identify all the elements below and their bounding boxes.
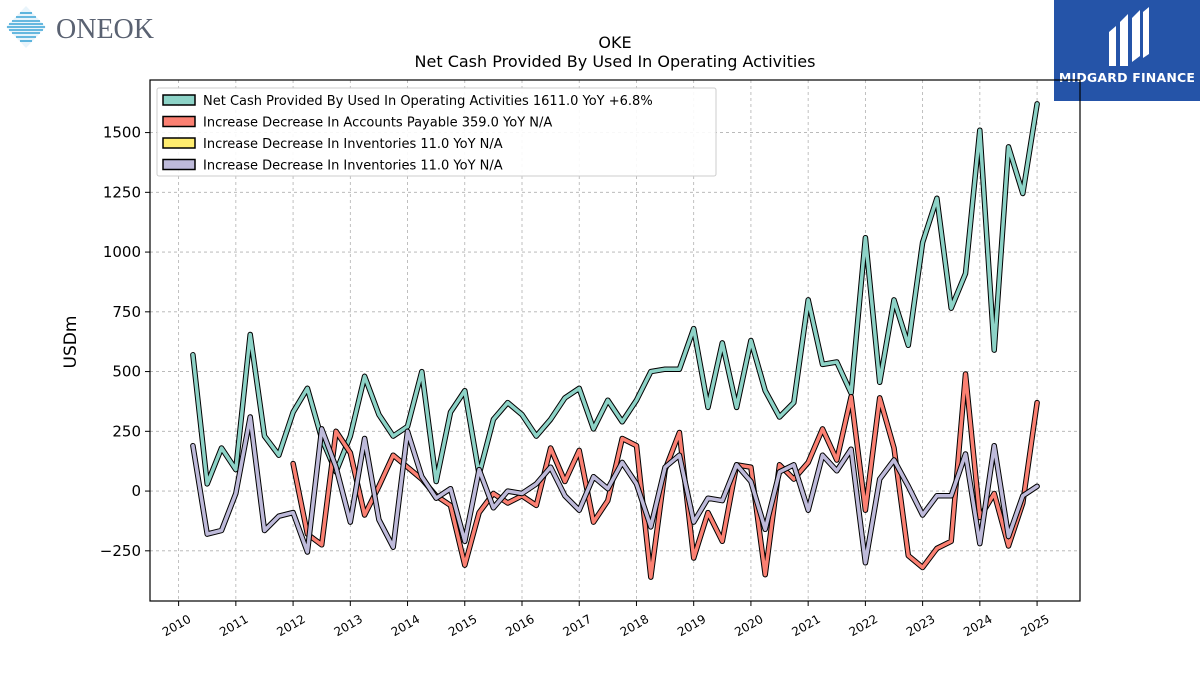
- midgard-emblem-icon: [1109, 7, 1149, 66]
- chart-title: OKE: [598, 33, 631, 52]
- oneok-diamond-icon: [6, 6, 46, 48]
- x-tick-label: 2022: [847, 612, 880, 639]
- y-tick-label: 0: [131, 482, 141, 500]
- y-axis: −250 0 250 500 750 1000 1250 1500: [100, 124, 150, 560]
- legend-label: Net Cash Provided By Used In Operating A…: [203, 94, 653, 109]
- plot-frame: [149, 79, 1081, 602]
- x-tick-label: 2011: [217, 612, 250, 639]
- y-tick-label: 1000: [103, 243, 141, 261]
- x-tick-label: 2017: [561, 612, 594, 639]
- legend-swatch: [162, 137, 196, 149]
- y-tick-label: 250: [112, 422, 141, 440]
- legend-label: Increase Decrease In Accounts Payable 35…: [203, 116, 552, 131]
- legend-label: Increase Decrease In Inventories 11.0 Yo…: [203, 159, 503, 174]
- y-tick-label: 500: [112, 363, 141, 381]
- x-tick-label: 2019: [675, 612, 708, 639]
- y-tick-label: 1250: [103, 183, 141, 201]
- legend-label: Increase Decrease In Inventories 11.0 Yo…: [203, 137, 503, 152]
- x-tick-label: 2025: [1018, 612, 1051, 639]
- x-tick-label: 2020: [732, 612, 765, 639]
- x-tick-label: 2016: [503, 612, 536, 639]
- x-tick-label: 2024: [961, 612, 994, 639]
- legend-swatch: [162, 94, 196, 106]
- legend-swatch: [162, 158, 196, 171]
- oneok-wordmark: ONEOK: [56, 14, 154, 45]
- x-tick-label: 2013: [332, 612, 365, 639]
- y-axis-label: USDm: [61, 316, 81, 369]
- chart-subtitle: Net Cash Provided By Used In Operating A…: [415, 52, 816, 71]
- x-tick-label: 2023: [904, 612, 937, 639]
- x-tick-label: 2021: [789, 612, 822, 639]
- legend: Net Cash Provided By Used In Operating A…: [156, 87, 717, 177]
- series-line-3: [191, 415, 1039, 565]
- x-tick-label: 2015: [446, 612, 479, 639]
- midgard-finance-logo: MIDGARD FINANCE: [1054, 0, 1200, 101]
- y-tick-label: −250: [100, 542, 141, 560]
- x-tick-label: 2012: [274, 612, 307, 639]
- y-tick-label: 750: [112, 303, 141, 321]
- legend-box: [156, 87, 717, 177]
- x-tick-label: 2014: [389, 612, 422, 639]
- y-tick-label: 1500: [103, 124, 141, 142]
- x-tick-label: 2010: [160, 612, 193, 639]
- midgard-wordmark: MIDGARD FINANCE: [1058, 70, 1196, 85]
- series-lines: [190, 101, 1040, 580]
- x-axis: 2010 2011 2012 2013 2014 2015 2016 2017 2018 2019…: [160, 601, 1052, 639]
- x-tick-label: 2018: [618, 612, 651, 639]
- legend-swatch: [162, 115, 196, 128]
- oneok-logo: ONEOK: [4, 4, 164, 50]
